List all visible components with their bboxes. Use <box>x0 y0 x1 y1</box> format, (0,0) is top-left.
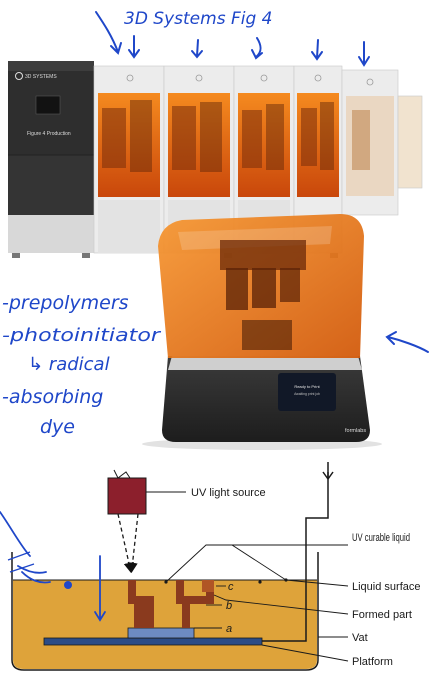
sketch-arrow-2 <box>128 35 140 59</box>
formed-part <box>128 580 214 628</box>
uv-beam-left <box>117 513 134 574</box>
screen-status-detail: Awaiting print job <box>294 392 320 396</box>
module-logo-icon <box>314 74 322 82</box>
label-liquid-surface: Liquid surface <box>352 581 421 593</box>
sketch-arrow-4 <box>251 37 263 60</box>
desktop-printer-photo: Ready to Print Awaiting print job formla… <box>142 214 382 450</box>
layer-label-c: c <box>228 581 234 593</box>
module-logo-icon <box>366 78 374 86</box>
sketch-dot <box>64 581 72 589</box>
sketch-arrow-6 <box>358 41 370 67</box>
print-module-5 <box>341 69 423 216</box>
module-logo-icon <box>195 74 203 82</box>
note-photoinitiator: -photoinitiator <box>2 325 162 346</box>
module-logo-icon <box>260 74 268 82</box>
module-logo-icon <box>126 74 134 82</box>
uv-light-source <box>107 477 147 515</box>
sketch-swoosh-vat <box>0 511 51 584</box>
sketch-arrow-5 <box>311 39 323 61</box>
screen-status-title: Ready to Print <box>294 384 320 389</box>
sketch-arrow-1 <box>95 11 122 55</box>
note-absorbing: -absorbing <box>2 386 103 408</box>
sketch-title: 3D Systems Fig 4 <box>124 9 272 29</box>
brand-logo-icon <box>15 72 23 80</box>
printer-brand: formlabs <box>345 428 366 434</box>
part-top-layer <box>202 580 214 592</box>
printer-touchscreen <box>278 373 336 411</box>
platform-support <box>127 627 195 639</box>
note-dye: dye <box>40 416 75 438</box>
label-vat: Vat <box>352 632 368 644</box>
print-module-1 <box>93 65 165 254</box>
vat-outline <box>11 552 319 671</box>
build-platform <box>43 637 263 646</box>
note-prepolymers: -prepolymers <box>2 292 129 314</box>
layer-label-a: a <box>226 623 232 635</box>
uv-beam-right <box>127 513 139 574</box>
note-radical: ↳ radical <box>28 354 110 375</box>
sketch-arrow-3 <box>191 39 203 59</box>
elevator-arm <box>262 472 329 642</box>
sketch-arrow-down <box>94 555 106 622</box>
production-line-photo: 3D SYSTEMS Figure 4 Production <box>8 61 423 258</box>
label-formed-part: Formed part <box>352 609 412 621</box>
cabinet-display <box>35 95 61 115</box>
resin-liquid <box>13 580 317 669</box>
label-platform: Platform <box>352 656 393 668</box>
sla-diagram: UV light source UV curable liquid Liquid… <box>11 462 421 671</box>
cabinet-brand: 3D SYSTEMS <box>25 74 57 80</box>
layer-label-b: b <box>226 600 232 612</box>
sketch-arrow-printer <box>385 331 429 353</box>
elevator-arrow <box>322 462 334 481</box>
label-uv-source: UV light source <box>191 487 266 499</box>
label-uv-liquid: UV curable liquid <box>352 532 410 544</box>
cabinet-panel-label: Figure 4 Production <box>27 131 71 137</box>
